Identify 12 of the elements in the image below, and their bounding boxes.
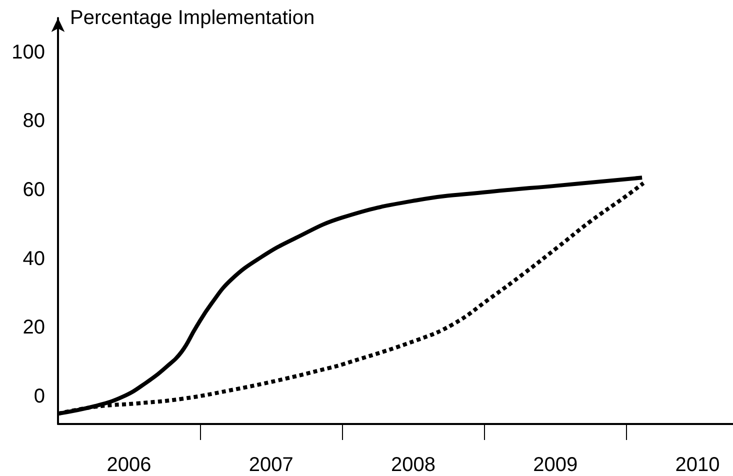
y-tick-label: 60 <box>22 179 45 202</box>
y-tick-label: 0 <box>34 385 45 408</box>
y-axis-title: Percentage Implementation <box>70 7 315 29</box>
x-tick-label: 2007 <box>248 454 294 476</box>
x-tick-label: 2010 <box>675 454 720 476</box>
x-tick-label: 2006 <box>106 454 152 476</box>
y-tick-label: 40 <box>22 248 45 270</box>
x-tick-label: 2008 <box>391 454 436 476</box>
y-tick-label: 20 <box>22 316 45 339</box>
x-tick-label: 2009 <box>533 454 578 476</box>
y-tick-label: 80 <box>22 110 45 132</box>
y-tick-label: 100 <box>12 41 45 64</box>
